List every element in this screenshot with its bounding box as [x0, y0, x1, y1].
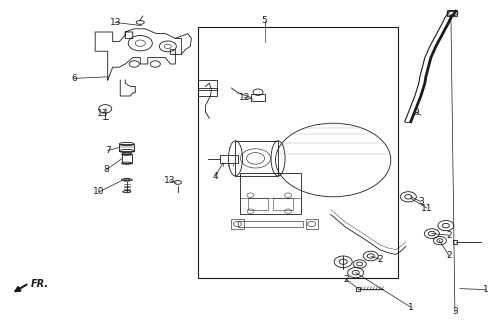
Text: 2: 2 — [377, 255, 383, 264]
Text: 5: 5 — [262, 16, 268, 25]
Bar — [231, 219, 244, 229]
Bar — [198, 88, 217, 96]
Bar — [273, 198, 293, 210]
Bar — [306, 219, 318, 229]
Bar — [447, 10, 457, 16]
Text: 13: 13 — [97, 109, 108, 118]
Text: 6: 6 — [71, 74, 77, 83]
Bar — [122, 154, 132, 163]
Text: 3: 3 — [418, 197, 424, 206]
Bar — [250, 94, 265, 101]
Text: 12: 12 — [239, 93, 250, 102]
Bar — [235, 141, 278, 176]
Text: 9: 9 — [413, 108, 419, 116]
Text: 1: 1 — [408, 303, 414, 312]
Bar — [238, 221, 303, 227]
Text: 13: 13 — [164, 176, 175, 185]
Text: 13: 13 — [110, 18, 121, 27]
Text: 7: 7 — [105, 146, 111, 155]
Text: 2: 2 — [446, 231, 452, 240]
Text: 4: 4 — [212, 172, 218, 180]
Text: 2: 2 — [343, 275, 349, 284]
Text: 10: 10 — [93, 188, 104, 196]
Bar — [453, 240, 457, 244]
Bar — [198, 27, 398, 278]
Bar — [198, 80, 217, 90]
Text: 8: 8 — [104, 165, 110, 174]
Text: 1: 1 — [483, 285, 489, 294]
Text: 3: 3 — [452, 308, 458, 316]
Text: 11: 11 — [421, 204, 432, 212]
Bar — [248, 198, 268, 210]
Text: 2: 2 — [446, 252, 452, 260]
Text: FR.: FR. — [31, 279, 49, 289]
Bar — [240, 173, 301, 214]
Bar — [119, 144, 134, 151]
Bar — [220, 155, 238, 163]
Bar — [356, 287, 360, 291]
